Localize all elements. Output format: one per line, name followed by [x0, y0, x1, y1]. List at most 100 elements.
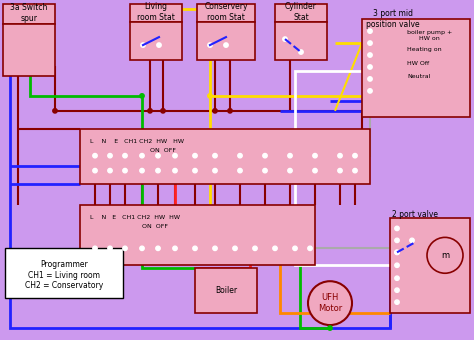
Circle shape: [193, 168, 197, 173]
Circle shape: [395, 288, 399, 292]
Bar: [275, 22, 327, 60]
Circle shape: [148, 109, 152, 113]
Circle shape: [228, 109, 232, 113]
Text: m: m: [441, 251, 449, 260]
Circle shape: [140, 168, 144, 173]
Bar: [197, 4, 255, 22]
Text: HW Off: HW Off: [407, 61, 429, 66]
Text: ON  OFF: ON OFF: [90, 224, 168, 230]
Text: 3a Switch
spur: 3a Switch spur: [10, 3, 48, 23]
Circle shape: [263, 153, 267, 158]
Circle shape: [213, 168, 217, 173]
Text: Neutral: Neutral: [407, 74, 430, 80]
Circle shape: [173, 168, 177, 173]
Circle shape: [140, 153, 144, 158]
Text: boiler pump +
HW on: boiler pump + HW on: [407, 30, 452, 40]
Circle shape: [368, 65, 372, 69]
Circle shape: [293, 246, 297, 251]
Circle shape: [156, 168, 160, 173]
Text: 3 port mid
position valve: 3 port mid position valve: [366, 9, 420, 29]
Circle shape: [368, 41, 372, 45]
Circle shape: [283, 37, 287, 41]
Circle shape: [123, 168, 127, 173]
Circle shape: [368, 89, 372, 93]
Circle shape: [123, 153, 127, 158]
Bar: [130, 22, 182, 60]
Circle shape: [108, 246, 112, 251]
Bar: [390, 218, 470, 313]
Circle shape: [253, 246, 257, 251]
Circle shape: [93, 246, 97, 251]
Circle shape: [161, 109, 165, 113]
Circle shape: [173, 153, 177, 158]
Circle shape: [427, 237, 463, 273]
Circle shape: [238, 153, 242, 158]
Circle shape: [93, 168, 97, 173]
Circle shape: [308, 246, 312, 251]
Circle shape: [213, 153, 217, 158]
Circle shape: [395, 250, 399, 255]
Text: ON  OFF: ON OFF: [90, 148, 176, 153]
Text: 2 port valve: 2 port valve: [392, 210, 438, 220]
Text: Cylinder
Stat: Cylinder Stat: [285, 2, 317, 22]
Circle shape: [140, 94, 144, 98]
Circle shape: [208, 94, 212, 98]
Bar: [80, 129, 370, 184]
Text: L    N   E   CH1 CH2  HW  HW: L N E CH1 CH2 HW HW: [90, 216, 180, 220]
Text: L    N    E   CH1 CH2  HW   HW: L N E CH1 CH2 HW HW: [90, 139, 184, 144]
Circle shape: [395, 276, 399, 280]
Text: UFH
Motor: UFH Motor: [318, 293, 342, 313]
Circle shape: [108, 168, 112, 173]
Circle shape: [353, 168, 357, 173]
Text: Programmer
CH1 = Living room
CH2 = Conservatory: Programmer CH1 = Living room CH2 = Conse…: [25, 260, 103, 290]
Circle shape: [123, 246, 127, 251]
Bar: [197, 22, 255, 60]
Circle shape: [338, 168, 342, 173]
Circle shape: [208, 43, 212, 47]
Text: Conservery
room Stat: Conservery room Stat: [204, 2, 248, 22]
Bar: [195, 268, 257, 313]
Circle shape: [368, 77, 372, 81]
Circle shape: [338, 153, 342, 158]
Circle shape: [156, 153, 160, 158]
Circle shape: [299, 50, 303, 54]
Text: Boiler: Boiler: [215, 286, 237, 295]
Bar: [5, 248, 123, 298]
Circle shape: [395, 263, 399, 268]
Circle shape: [93, 153, 97, 158]
Bar: [130, 4, 182, 22]
Circle shape: [308, 281, 352, 325]
Circle shape: [156, 246, 160, 251]
Bar: [3, 4, 55, 24]
Circle shape: [238, 168, 242, 173]
Text: Living
room Stat: Living room Stat: [137, 2, 175, 22]
Circle shape: [141, 43, 145, 47]
Circle shape: [53, 109, 57, 113]
Circle shape: [410, 238, 414, 242]
Text: Heating on: Heating on: [407, 47, 442, 52]
Circle shape: [288, 153, 292, 158]
Circle shape: [313, 168, 317, 173]
Circle shape: [233, 246, 237, 251]
Circle shape: [395, 300, 399, 304]
Circle shape: [193, 153, 197, 158]
Circle shape: [313, 153, 317, 158]
Circle shape: [263, 168, 267, 173]
Circle shape: [213, 246, 217, 251]
Circle shape: [368, 29, 372, 33]
Circle shape: [353, 153, 357, 158]
Circle shape: [173, 246, 177, 251]
Circle shape: [395, 250, 399, 255]
Bar: [80, 205, 315, 265]
Circle shape: [193, 246, 197, 251]
Circle shape: [213, 109, 217, 113]
Circle shape: [395, 226, 399, 231]
Circle shape: [288, 168, 292, 173]
Bar: [362, 19, 470, 117]
Circle shape: [108, 153, 112, 158]
Circle shape: [140, 246, 144, 251]
Circle shape: [328, 326, 332, 330]
Bar: [3, 24, 55, 76]
Circle shape: [368, 53, 372, 57]
Circle shape: [395, 238, 399, 242]
